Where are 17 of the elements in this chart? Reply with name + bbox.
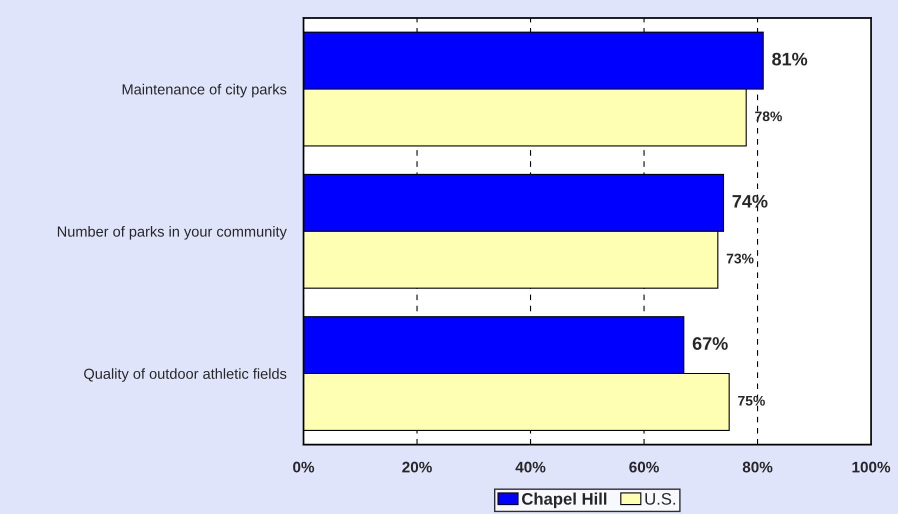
- x-tick-label: 20%: [402, 462, 432, 472]
- legend-label: U.S.: [645, 492, 676, 505]
- x-tick-label: 100%: [852, 462, 890, 472]
- x-tick-label: 40%: [515, 462, 546, 472]
- x-tick-label: 80%: [742, 462, 772, 472]
- data-label: 78%: [755, 111, 782, 122]
- data-label: 67%: [692, 337, 728, 350]
- data-label: 74%: [732, 194, 768, 208]
- data-label: 75%: [738, 396, 765, 406]
- y-tick-label: Number of parks in your community: [58, 226, 287, 240]
- y-tick-label: Maintenance of city parks: [122, 84, 286, 98]
- x-tick-label: 60%: [629, 462, 659, 472]
- data-label: 81%: [772, 52, 808, 66]
- legend-label: Chapel Hill: [522, 492, 606, 508]
- y-tick-label: Quality of outdoor athletic fields: [84, 368, 286, 382]
- x-tick-label: 0%: [293, 462, 314, 472]
- data-label: 73%: [726, 254, 754, 264]
